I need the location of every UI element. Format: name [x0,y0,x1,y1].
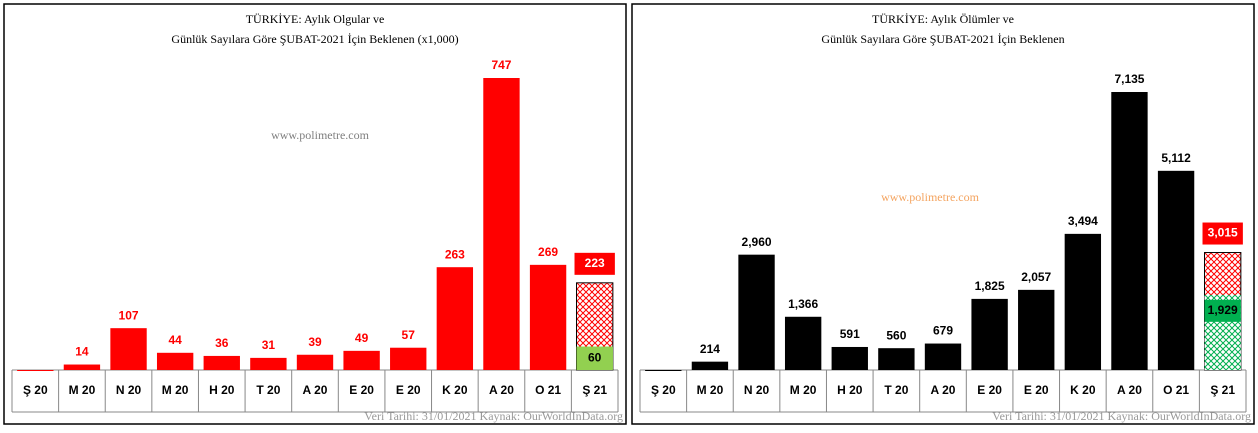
x-tick-label: E 20 [1024,383,1049,397]
x-tick-label: M 20 [790,383,817,397]
bar [203,355,240,370]
x-tick-label: A 20 [1117,383,1142,397]
bar [343,350,380,370]
bar [1018,289,1055,370]
x-tick-label: Ş 20 [23,383,48,397]
data-label: 57 [402,328,416,342]
x-tick-label: H 20 [837,383,863,397]
bar [1111,92,1148,370]
data-label: 560 [886,328,906,342]
data-label: 36 [215,336,229,350]
actual-label: 1,929 [1208,303,1238,317]
bar [156,352,194,370]
expected-label-box [1202,222,1243,245]
chart-title: TÜRKİYE: Aylık Ölümler ve [872,12,1014,26]
x-tick-label: E 20 [396,383,421,397]
x-tick-label: A 20 [303,383,328,397]
x-tick-label: Ş 21 [582,383,607,397]
bar [250,357,287,370]
bar [529,264,567,370]
x-tick-label: Ş 21 [1210,383,1235,397]
x-tick-label: O 21 [535,383,561,397]
bar [17,370,54,371]
bar [878,348,915,370]
bar [110,328,147,370]
data-label: 591 [840,327,860,341]
bar [1157,170,1195,370]
bar [738,254,775,370]
watermark: www.polimetre.com [271,128,370,142]
x-tick-label: T 20 [884,383,908,397]
bar [436,267,474,370]
actual-label-box [576,347,613,370]
chart-title: TÜRKİYE: Aylık Olgular ve [246,12,385,26]
x-tick-label: T 20 [256,383,280,397]
bar [63,364,101,370]
x-tick-label: Ş 20 [651,383,676,397]
bar [924,343,962,370]
actual-label-box [1204,299,1241,322]
bar [831,346,868,370]
data-label: 679 [933,324,953,338]
data-label: 39 [308,335,322,349]
x-tick-label: O 21 [1163,383,1189,397]
x-tick-label: N 20 [116,383,142,397]
data-label: 263 [445,247,465,261]
bar [645,370,682,371]
bar [691,361,729,370]
x-tick-label: E 20 [977,383,1002,397]
bar [483,78,520,370]
expected-label: 223 [585,256,605,270]
bar [971,298,1008,370]
data-label: 1,366 [788,297,818,311]
bar [390,347,427,370]
source-note: Veri Tarihi: 31/01/2021 Kaynak: OurWorld… [364,409,623,423]
data-label: 107 [119,308,139,322]
frame [3,3,627,425]
expected-label-box [574,252,615,275]
bar [784,316,822,370]
x-tick-label: H 20 [209,383,235,397]
chart-title: Günlük Sayılara Göre ŞUBAT-2021 İçin Bek… [171,32,458,46]
data-label: 747 [491,58,511,72]
x-tick-label: N 20 [744,383,770,397]
x-tick-label: K 20 [442,383,468,397]
actual-label: 60 [588,350,602,364]
data-label: 7,135 [1114,72,1144,86]
x-tick-label: M 20 [162,383,189,397]
data-label: 1,825 [975,279,1005,293]
x-tick-label: A 20 [931,383,956,397]
x-tick-label: E 20 [349,383,374,397]
watermark: www.polimetre.com [881,190,980,204]
data-label: 3,494 [1068,214,1098,228]
bar [1064,233,1102,370]
data-label: 44 [168,333,182,347]
data-label: 2,960 [742,235,772,249]
data-label: 5,112 [1161,151,1191,165]
x-tick-label: K 20 [1070,383,1096,397]
x-tick-label: A 20 [489,383,514,397]
data-label: 2,057 [1021,270,1051,284]
data-label: 269 [538,245,558,259]
data-label: 49 [355,331,369,345]
chart: TÜRKİYE: Aylık Olgular ve Günlük Sayılara… [3,3,627,425]
data-label: 214 [700,342,720,356]
expected-label: 3,015 [1208,226,1238,240]
chart-title: Günlük Sayılara Göre ŞUBAT-2021 İçin Bek… [821,32,1064,46]
x-tick-label: M 20 [697,383,724,397]
bar [296,354,334,370]
data-label: 14 [75,345,89,359]
data-label: 31 [262,338,276,352]
chart: TÜRKİYE: Aylık Ölümler ve Günlük Sayılara… [631,3,1255,425]
source-note: Veri Tarihi: 31/01/2021 Kaynak: OurWorld… [992,409,1251,423]
x-tick-label: M 20 [69,383,96,397]
